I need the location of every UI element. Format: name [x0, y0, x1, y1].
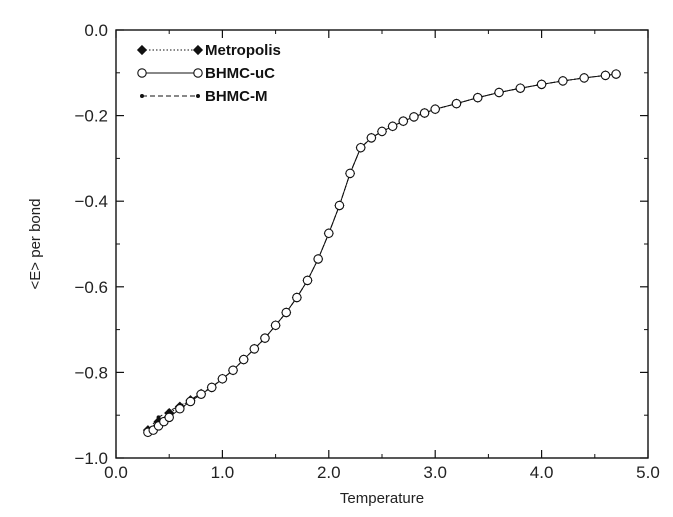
legend-label: Metropolis [205, 42, 281, 59]
data-point [398, 116, 409, 126]
y-axis-label: <E> per bond [27, 199, 44, 290]
legend-marker [196, 94, 200, 98]
data-point [324, 228, 334, 239]
legend-item: BHMC-uC [137, 65, 275, 82]
data-point [536, 79, 547, 90]
data-point [600, 70, 611, 81]
data-point [611, 69, 621, 79]
data-point [419, 108, 430, 118]
data-point [334, 200, 345, 211]
y-tick-label: −1.0 [74, 449, 108, 468]
data-point [409, 112, 419, 122]
data-point [345, 168, 355, 179]
y-tick-label: −0.2 [74, 107, 108, 126]
data-point [451, 98, 462, 109]
data-point [228, 365, 238, 376]
plot-frame [115, 29, 649, 459]
data-point [249, 344, 260, 354]
data-point [207, 382, 217, 393]
data-point [430, 104, 440, 114]
x-tick-label: 2.0 [317, 463, 341, 482]
data-point [260, 333, 270, 343]
y-tick-label: −0.6 [74, 278, 108, 297]
data-point [494, 87, 504, 98]
data-point [217, 374, 228, 384]
x-tick-label: 5.0 [636, 463, 660, 482]
data-point [164, 412, 174, 423]
x-tick-label: 3.0 [423, 463, 447, 482]
data-point [313, 254, 323, 264]
data-point [355, 142, 366, 153]
legend-marker [140, 94, 144, 98]
series-layer [142, 69, 622, 438]
data-point [196, 389, 206, 399]
data-point [175, 404, 185, 414]
axis-ticks [115, 29, 649, 459]
series-bhmc-uc [143, 69, 621, 438]
data-point [185, 396, 196, 407]
data-point [302, 275, 313, 286]
legend-item: BHMC-M [140, 88, 267, 105]
legend-marker [193, 68, 203, 78]
legend-label: BHMC-M [205, 88, 267, 105]
x-axis-label: Temperature [340, 490, 424, 507]
data-point [292, 292, 302, 303]
data-point [387, 121, 398, 132]
data-point [579, 73, 589, 83]
series-metropolis [142, 69, 622, 436]
x-tick-label: 4.0 [530, 463, 554, 482]
data-point [515, 83, 526, 93]
data-point [238, 354, 249, 365]
y-tick-label: −0.8 [74, 363, 108, 382]
legend-item: Metropolis [136, 42, 281, 59]
data-point [558, 76, 568, 86]
legend: Metropolis BHMC-uC BHMC-M [136, 42, 281, 105]
legend-marker [137, 68, 147, 78]
data-point [270, 320, 281, 331]
data-point [366, 133, 377, 143]
y-tick-label: −0.4 [74, 192, 108, 211]
axis-tick-labels: 0.0 1.0 2.0 3.0 4.0 5.0 0.0 −0.2 −0.4 −0.6 −0.8 −1.… [74, 21, 659, 482]
legend-label: BHMC-uC [205, 65, 275, 82]
y-tick-label: 0.0 [84, 21, 108, 40]
legend-marker [136, 44, 148, 56]
x-tick-label: 1.0 [211, 463, 235, 482]
series-bhmc-m [145, 72, 619, 433]
data-point [281, 307, 291, 318]
data-point [473, 92, 483, 103]
data-point [377, 126, 387, 137]
x-tick-label: 0.0 [104, 463, 128, 482]
legend-marker [192, 44, 204, 56]
